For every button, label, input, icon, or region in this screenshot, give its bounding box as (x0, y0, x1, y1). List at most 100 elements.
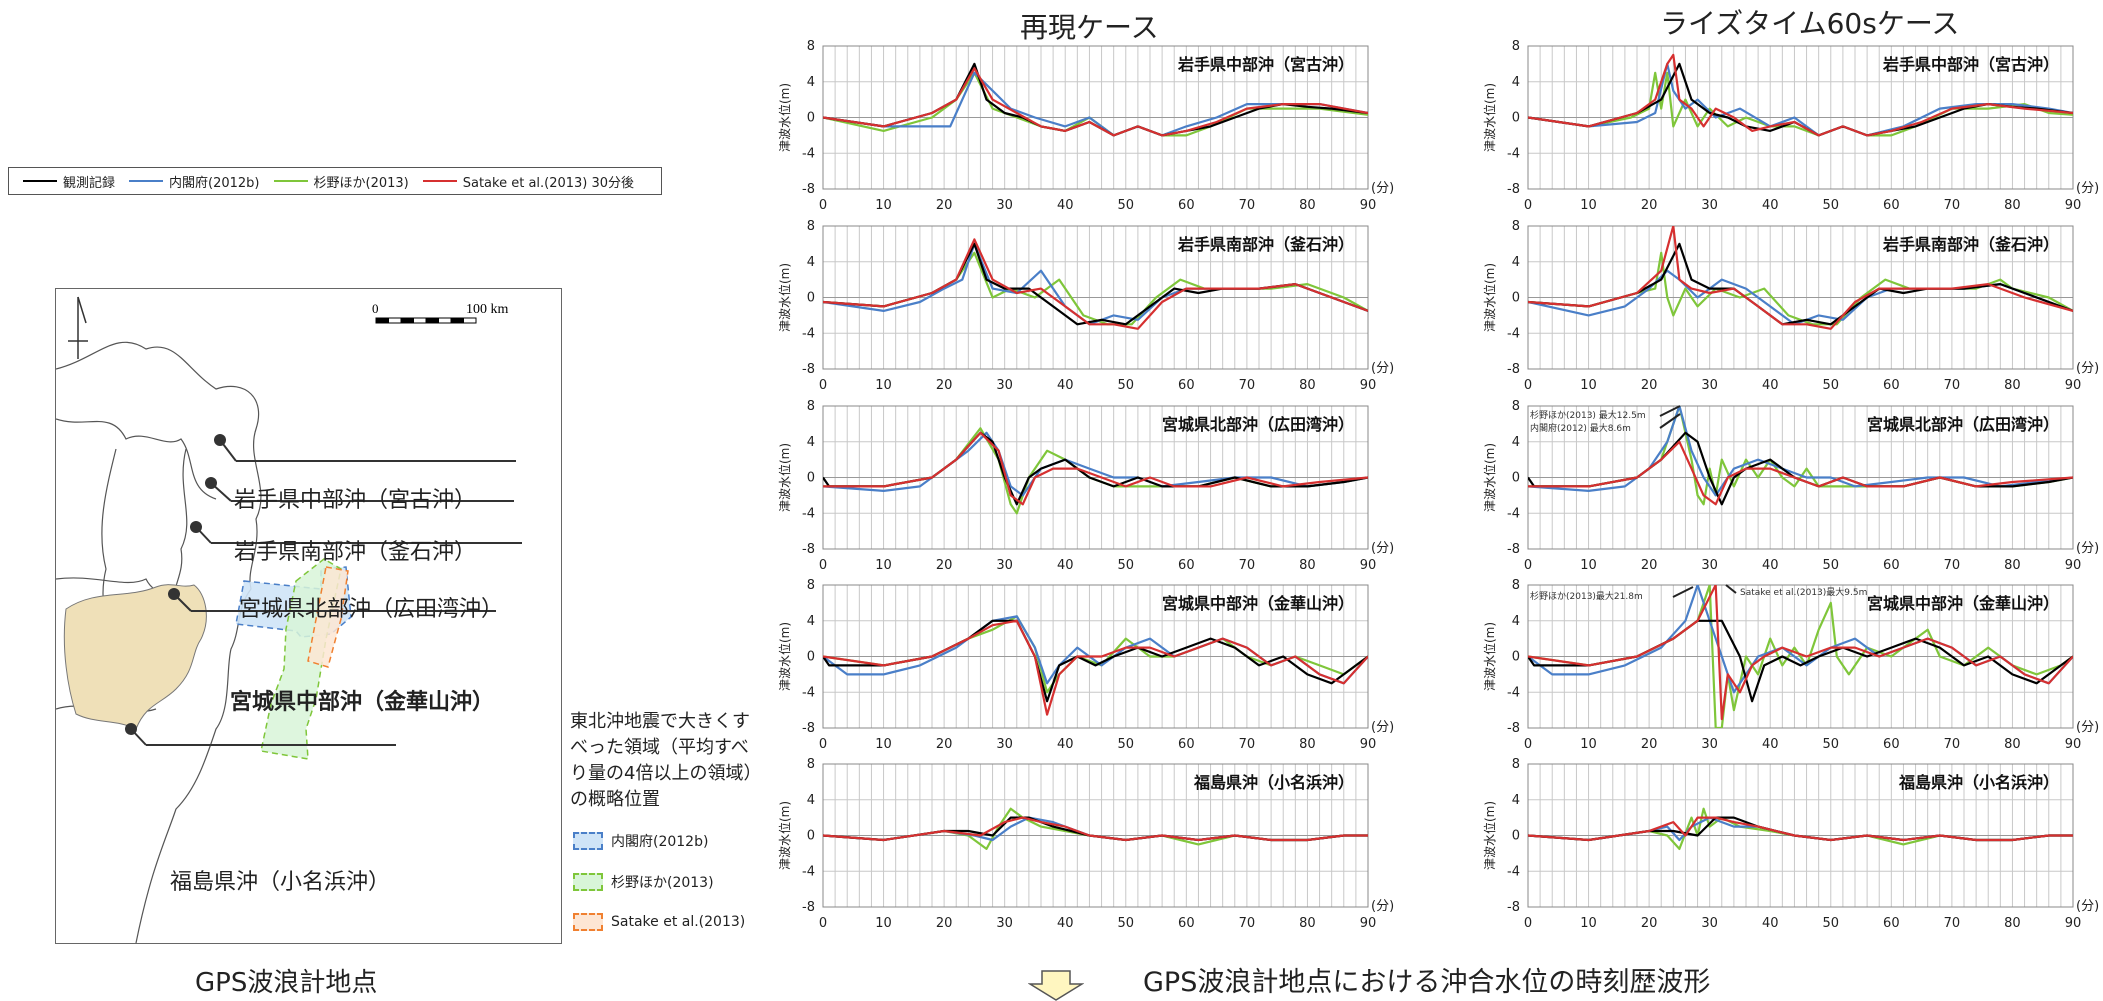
x-tick-label: 20 (936, 198, 953, 213)
map-caption: GPS波浪計地点 (195, 968, 378, 998)
x-tick-label: 90 (2065, 916, 2082, 931)
y-tick-label: 0 (807, 291, 815, 306)
chart-panel: 8 4 0 -4 -8 0 10 20 30 40 50 60 70 80 90 (分) 津波水位(m) 岩手県中… (1478, 36, 2103, 223)
x-tick-label: 0 (819, 198, 827, 213)
map-station-label: 岩手県中部沖（宮古沖） (234, 488, 477, 513)
panel-svg: 840-4-80 10 20 30 40 50 60 70 80 90(分)津波水位(m)宮城県中… (1482, 578, 2099, 752)
x-tick-label: 90 (1360, 198, 1377, 213)
series-line (823, 816, 1368, 842)
x-tick-label: 80 (2004, 916, 2021, 931)
panel-svg: 840-4-80 10 20 30 40 50 60 70 80 90(分)津波水位(m)宮城県北… (1482, 399, 2099, 573)
x-tick-label: 80 (1299, 198, 1316, 213)
station-map: 0 100 km 岩手県中部沖（宮古沖） 岩 (55, 288, 562, 944)
legend-item-satake: Satake et al.(2013) 30分後 (422, 172, 635, 191)
legend-swatch (23, 180, 57, 182)
x-tick-label: 10 (1580, 378, 1597, 393)
panel-station-title: 宮城県北部沖（広田湾沖） (1867, 415, 2059, 434)
plot-frame (1527, 225, 2074, 370)
y-tick-label: 4 (1512, 75, 1520, 90)
series-line (1528, 431, 2073, 506)
peak-annotation: 杉野ほか(2013)最大21.8m (1530, 590, 1643, 602)
y-tick-label: 4 (1512, 614, 1520, 629)
x-tick-label: 70 (1239, 916, 1256, 931)
miyagi-prefecture (63, 584, 207, 730)
y-tick-label: 4 (807, 435, 815, 450)
y-tick-label: -4 (802, 326, 815, 341)
annotation-arrow (1659, 405, 1681, 417)
panel-station-title: 宮城県中部沖（金華山沖） (1162, 594, 1354, 613)
series-line (823, 238, 1368, 330)
region-swatch (573, 913, 603, 931)
legend-label: 内閣府(2012b) (169, 175, 260, 191)
peak-annotation: 杉野ほか(2013) 最大12.5m (1530, 409, 1646, 421)
x-tick-label: 30 (996, 916, 1013, 931)
y-tick-label: 0 (807, 471, 815, 486)
series-line (823, 242, 1368, 326)
x-tick-label: 60 (1883, 198, 1900, 213)
y-tick-label: -4 (1507, 326, 1520, 341)
x-tick-label: 70 (1944, 916, 1961, 931)
x-tick-label: 20 (1641, 198, 1658, 213)
x-tick-label: 30 (996, 198, 1013, 213)
series-line (1528, 406, 2073, 497)
panel-station-title: 岩手県中部沖（宮古沖） (1177, 55, 1354, 74)
region-legend-title: 東北沖地震で大きくすべった領域（平均すべり量の4倍以上の領域）の概略位置 (570, 711, 762, 810)
x-tick-label: 30 (1701, 558, 1718, 573)
y-axis-label: 津波水位(m) (777, 263, 792, 332)
x-tick-label: 80 (1299, 378, 1316, 393)
y-tick-label: -8 (802, 721, 815, 736)
scale-bar (375, 317, 477, 324)
north-arrow-icon (68, 296, 88, 359)
legend-label: Satake et al.(2013) 30分後 (462, 175, 635, 191)
x-tick-label: 90 (1360, 558, 1377, 573)
y-tick-label: -8 (1507, 362, 1520, 377)
y-tick-label: -8 (1507, 721, 1520, 736)
series-line (823, 807, 1368, 850)
x-tick-label: 0 (1524, 737, 1532, 752)
x-tick-label: 60 (1883, 916, 1900, 931)
x-tick-label: 40 (1762, 737, 1779, 752)
x-tick-label: 90 (2065, 378, 2082, 393)
y-tick-label: 8 (807, 39, 815, 54)
x-tick-label: 30 (996, 558, 1013, 573)
y-tick-label: -4 (802, 506, 815, 521)
y-tick-label: 8 (1512, 757, 1520, 772)
chart-panel: 8 4 0 -4 -8 0 10 20 30 40 50 60 70 80 90 (分) 津波水位(m) 宮城県北… (1478, 396, 2103, 583)
y-tick-label: 8 (1512, 219, 1520, 234)
x-tick-label: 50 (1823, 558, 1840, 573)
x-tick-label: 10 (1580, 737, 1597, 752)
y-axis-label: 津波水位(m) (1482, 622, 1497, 691)
series-line (1528, 226, 2073, 330)
series-line (823, 71, 1368, 137)
y-tick-label: -4 (1507, 506, 1520, 521)
x-tick-label: 30 (1701, 198, 1718, 213)
annotation-arrow (1659, 413, 1681, 429)
x-tick-label: 80 (1299, 737, 1316, 752)
x-tick-label: 80 (2004, 558, 2021, 573)
legend-label: 杉野ほか(2013) (313, 175, 409, 191)
x-unit-label: (分) (2076, 181, 2099, 196)
x-tick-label: 80 (1299, 916, 1316, 931)
y-tick-label: 8 (807, 399, 815, 414)
column-title-risetime: ライズタイム60sケース (1660, 7, 1960, 40)
x-tick-label: 80 (2004, 198, 2021, 213)
x-tick-label: 70 (1239, 558, 1256, 573)
legend-item-observed: 観測記録 (23, 172, 115, 191)
y-tick-label: 4 (807, 255, 815, 270)
x-tick-label: 50 (1118, 558, 1135, 573)
x-tick-label: 10 (875, 737, 892, 752)
x-tick-label: 0 (819, 378, 827, 393)
x-tick-label: 0 (819, 737, 827, 752)
y-tick-label: 4 (807, 614, 815, 629)
region-legend-label: 杉野ほか(2013) (611, 875, 714, 891)
panel-station-title: 宮城県中部沖（金華山沖） (1867, 594, 2059, 613)
x-unit-label: (分) (1371, 720, 1394, 735)
x-tick-label: 10 (875, 558, 892, 573)
x-tick-label: 10 (1580, 916, 1597, 931)
chart-panel: 8 4 0 -4 -8 0 10 20 30 40 50 60 70 80 90 (分) 津波水位(m) 福島県沖… (773, 754, 1408, 941)
peak-annotation: Satake et al.(2013)最大9.5m (1740, 586, 1867, 598)
x-tick-label: 20 (936, 737, 953, 752)
x-tick-label: 10 (875, 198, 892, 213)
region-legend-item: 杉野ほか(2013) (573, 872, 714, 892)
x-tick-label: 50 (1823, 737, 1840, 752)
